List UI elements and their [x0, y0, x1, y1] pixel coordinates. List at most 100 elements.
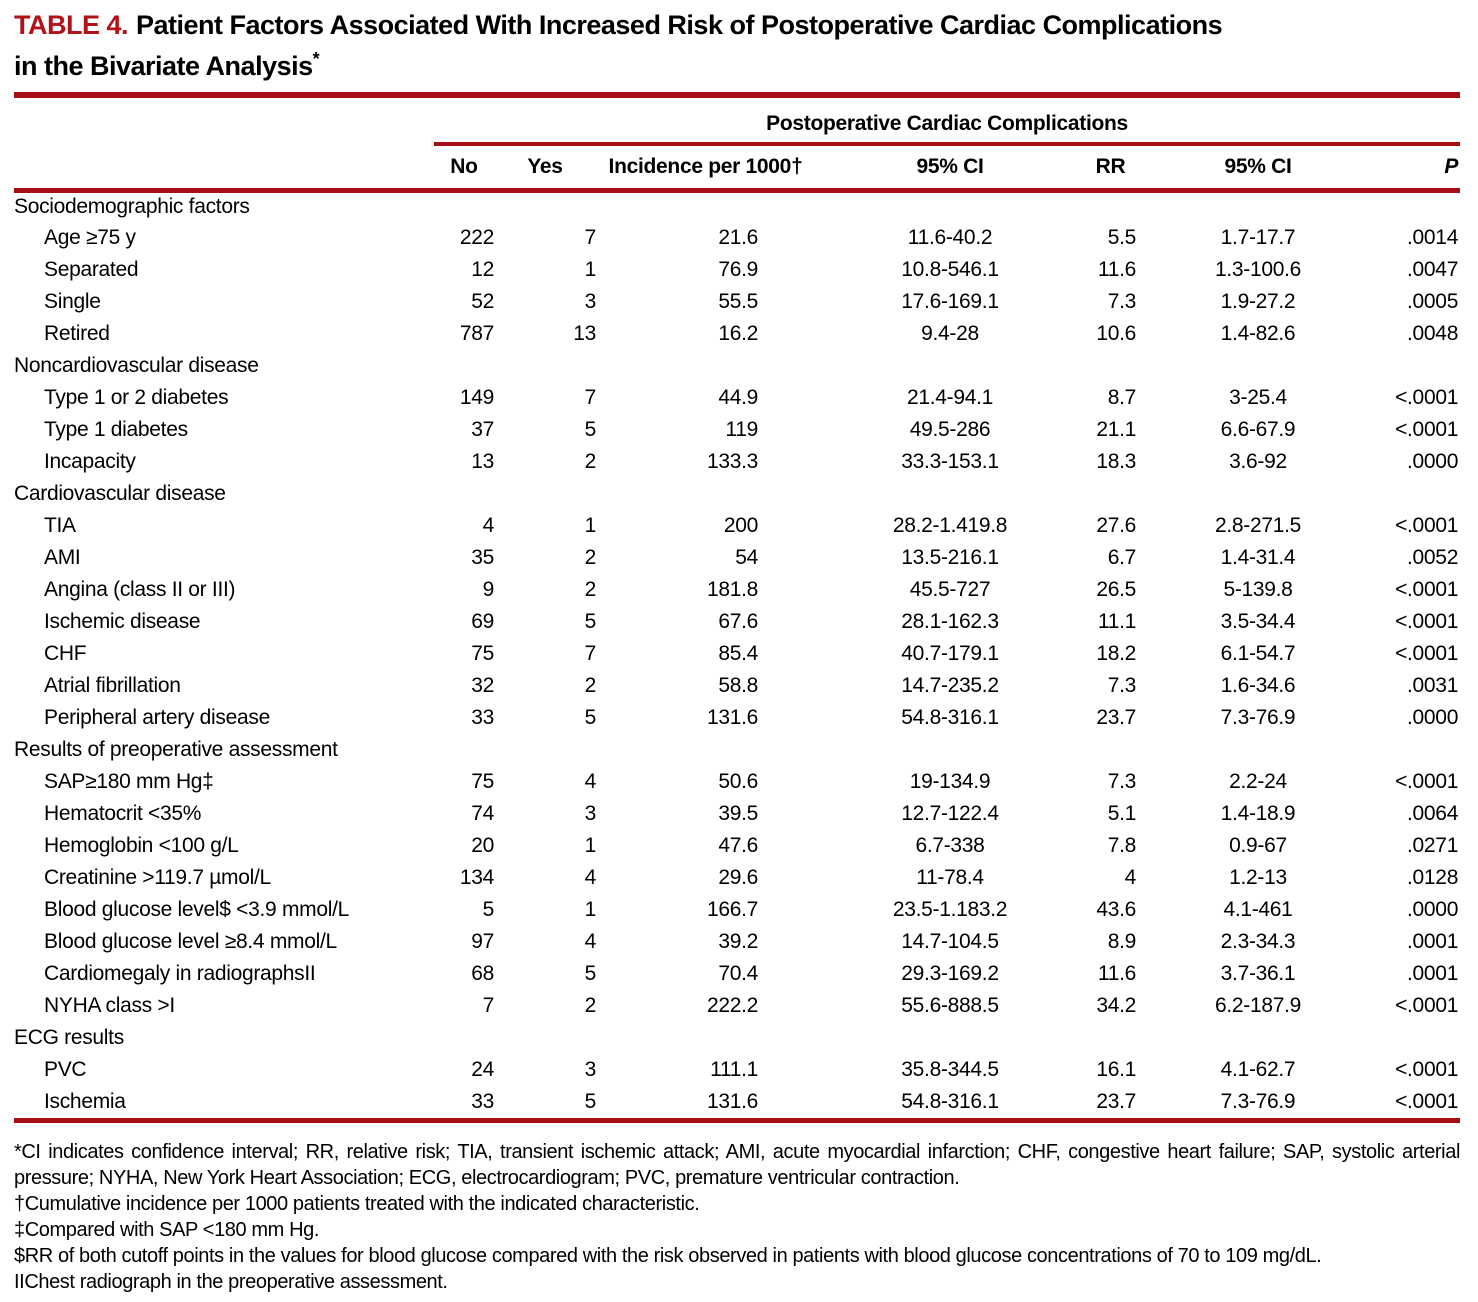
column-header-incidence: Incidence per 1000† [596, 144, 815, 193]
cell-rr: 11.1 [1097, 610, 1136, 633]
cell-no: 5 [482, 898, 495, 921]
cell-yes: 1 [584, 898, 597, 921]
table-row: Ischemia 33 5 131.6 54.8-316.1 23.7 7.3-76.9 <.… [14, 1086, 1460, 1118]
table-row: Type 1 diabetes 37 5 119 49.5-286 21.1 6.6-67.… [14, 414, 1460, 446]
cell-ci95-1: 45.5-727 [909, 578, 991, 601]
column-header-p: P [1380, 144, 1461, 193]
cell-no: 4 [482, 514, 495, 537]
table-row: Single 52 3 55.5 17.6-169.1 7.3 1.9-27.2 .0005 [14, 286, 1460, 318]
cell-p: .0048 [1407, 322, 1459, 345]
cell-ci95-1: 19-134.9 [909, 770, 991, 793]
table-body: Sociodemographic factors Age ≥75 y 222 7 21.… [14, 190, 1460, 1118]
cell-rr: 8.7 [1107, 386, 1137, 409]
column-header-ci95-2: 95% CI [1136, 144, 1380, 193]
cell-rr: 18.2 [1096, 642, 1136, 665]
cell-ci95-1: 17.6-169.1 [901, 290, 999, 313]
cell-yes: 4 [584, 770, 597, 793]
cell-yes: 2 [584, 578, 597, 601]
cell-p: <.0001 [1395, 1090, 1459, 1113]
cell-rr: 7.3 [1107, 674, 1137, 697]
table-row: Creatinine >119.7 µmol/L 134 4 29.6 11-78.4 4… [14, 862, 1460, 894]
row-label: Peripheral artery disease [44, 706, 270, 729]
table-row: Hematocrit <35% 74 3 39.5 12.7-122.4 5.1 1.4-1… [14, 798, 1460, 830]
cell-ci95-1: 33.3-153.1 [901, 450, 999, 473]
column-header-no: No [434, 144, 494, 193]
table-row: Atrial fibrillation 32 2 58.8 14.7-235.2 7.3 1… [14, 670, 1460, 702]
cell-ci95-2: 5-139.8 [1223, 578, 1293, 601]
table-row: Incapacity 13 2 133.3 33.3-153.1 18.3 3.6-92 .0… [14, 446, 1460, 478]
cell-incidence: 16.2 [718, 322, 758, 345]
row-label: Hemoglobin <100 g/L [44, 834, 239, 857]
cell-yes: 5 [584, 610, 597, 633]
cell-ci95-2: 3.7-36.1 [1220, 962, 1296, 985]
cell-ci95-1: 12.7-122.4 [901, 802, 999, 825]
cell-incidence: 222.2 [706, 994, 758, 1017]
row-label: Blood glucose level ≥8.4 mmol/L [44, 930, 337, 953]
row-label: Incapacity [44, 450, 136, 473]
cell-p: <.0001 [1395, 770, 1459, 793]
cell-no: 7 [482, 994, 495, 1017]
cell-ci95-2: 1.3-100.6 [1214, 258, 1302, 281]
cell-p: .0000 [1407, 706, 1459, 729]
row-label: NYHA class >I [44, 994, 175, 1017]
cell-rr: 27.6 [1096, 514, 1136, 537]
table-row: Ischemic disease 69 5 67.6 28.1-162.3 11.1 3.5… [14, 606, 1460, 638]
footnote: ‡Compared with SAP <180 mm Hg. [14, 1219, 320, 1241]
row-label: Retired [44, 322, 110, 345]
cell-yes: 2 [584, 546, 597, 569]
cell-rr: 23.7 [1096, 706, 1136, 729]
table-row: Angina (class II or III) 9 2 181.8 45.5-727 2… [14, 574, 1460, 606]
section-header-row: Noncardiovascular disease [14, 350, 1460, 382]
cell-p: <.0001 [1395, 642, 1459, 665]
cell-incidence: 67.6 [718, 610, 758, 633]
cell-no: 149 [459, 386, 494, 409]
cell-incidence: 131.6 [706, 1090, 758, 1113]
cell-ci95-2: 3.5-34.4 [1220, 610, 1296, 633]
cell-no: 35 [471, 546, 494, 569]
cell-incidence: 181.8 [706, 578, 758, 601]
footnote: $RR of both cutoff points in the values … [14, 1245, 1322, 1267]
cell-ci95-2: 1.4-31.4 [1220, 546, 1296, 569]
cell-incidence: 166.7 [706, 898, 758, 921]
row-label: Cardiomegaly in radiographsII [44, 962, 316, 985]
span-header: Postoperative Cardiac Complications [434, 98, 1461, 146]
column-header-empty [14, 144, 434, 193]
cell-no: 97 [471, 930, 494, 953]
cell-rr: 11.6 [1097, 962, 1136, 985]
row-label: PVC [44, 1058, 87, 1081]
cell-rr: 23.7 [1096, 1090, 1136, 1113]
cell-rr: 10.6 [1096, 322, 1136, 345]
cell-yes: 3 [584, 1058, 597, 1081]
cell-p: <.0001 [1395, 386, 1459, 409]
cell-yes: 13 [573, 322, 596, 345]
cell-incidence: 55.5 [718, 290, 758, 313]
cell-incidence: 39.2 [718, 930, 758, 953]
cell-incidence: 29.6 [718, 866, 758, 889]
table-row: AMI 35 2 54 13.5-216.1 6.7 1.4-31.4 .0052 [14, 542, 1460, 574]
footnote: *CI indicates confidence interval; RR, r… [14, 1141, 1460, 1189]
cell-ci95-2: 2.2-24 [1229, 770, 1287, 793]
table-row: SAP≥180 mm Hg‡ 75 4 50.6 19-134.9 7.3 2.2-24 <.… [14, 766, 1460, 798]
row-label: Type 1 or 2 diabetes [44, 386, 229, 409]
cell-p: .0001 [1407, 962, 1459, 985]
span-header-row: Postoperative Cardiac Complications [14, 98, 1461, 146]
cell-rr: 7.3 [1107, 770, 1137, 793]
cell-ci95-1: 9.4-28 [921, 322, 979, 345]
cell-no: 32 [471, 674, 494, 697]
cell-incidence: 200 [723, 514, 758, 537]
table-row: Retired 787 13 16.2 9.4-28 10.6 1.4-82.6 .0048 [14, 318, 1460, 350]
cell-yes: 5 [584, 706, 597, 729]
cell-incidence: 21.6 [718, 226, 758, 249]
cell-ci95-1: 29.3-169.2 [901, 962, 999, 985]
cell-ci95-1: 49.5-286 [909, 418, 991, 441]
cell-ci95-1: 6.7-338 [915, 834, 985, 857]
table-row: Peripheral artery disease 33 5 131.6 54.8-31… [14, 702, 1460, 734]
cell-rr: 5.1 [1107, 802, 1137, 825]
column-header-rr: RR [1085, 144, 1136, 193]
cell-no: 75 [471, 770, 494, 793]
table-row: NYHA class >I 7 2 222.2 55.6-888.5 34.2 6.2-18… [14, 990, 1460, 1022]
cell-ci95-1: 13.5-216.1 [901, 546, 999, 569]
cell-yes: 5 [584, 1090, 597, 1113]
cell-ci95-1: 54.8-316.1 [901, 1090, 999, 1113]
